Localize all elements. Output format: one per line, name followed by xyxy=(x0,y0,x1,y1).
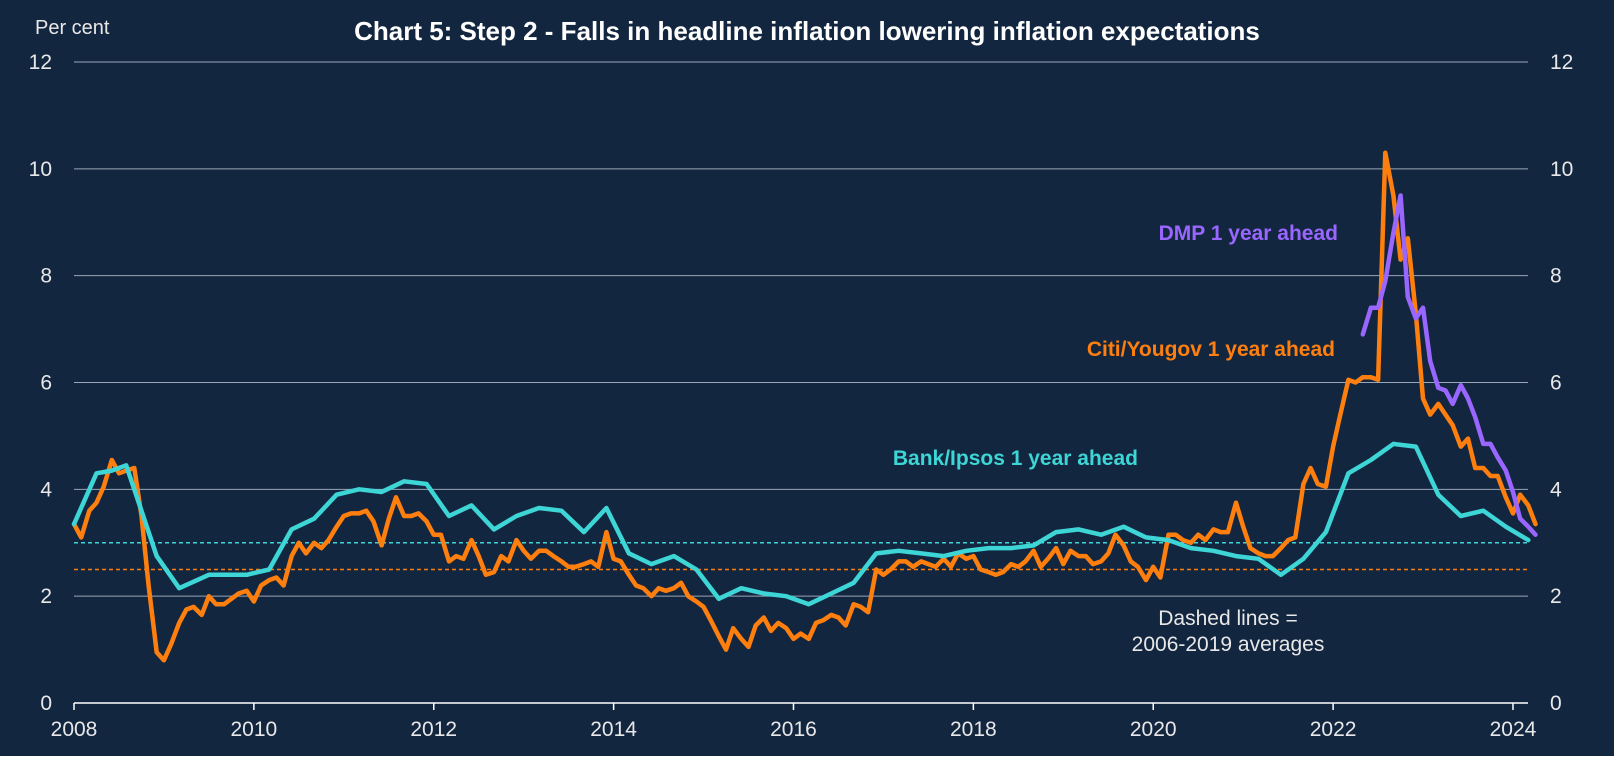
ipsos-series-label: Bank/Ipsos 1 year ahead xyxy=(893,447,1138,470)
x-tick-2024: 2024 xyxy=(1490,718,1537,741)
y-tick-left-2: 2 xyxy=(40,585,52,608)
dmp-series-label: DMP 1 year ahead xyxy=(1159,222,1338,245)
y-tick-right-8: 8 xyxy=(1550,265,1562,288)
series-lines xyxy=(71,150,1538,663)
y-tick-right-4: 4 xyxy=(1550,478,1562,501)
x-tick-2016: 2016 xyxy=(770,718,817,741)
x-tick-2018: 2018 xyxy=(950,718,997,741)
series-line-citi-yougov-1-year-ahead xyxy=(71,150,1538,663)
x-tick-2022: 2022 xyxy=(1310,718,1357,741)
y-tick-right-10: 10 xyxy=(1550,158,1573,181)
y-tick-left-12: 12 xyxy=(29,51,52,74)
y-tick-left-4: 4 xyxy=(40,478,52,501)
x-tick-2012: 2012 xyxy=(410,718,457,741)
tick-labels: 0 0 2 2 4 4 6 6 8 8 10 10 12 12 2008 2010 2012 2014 2016 20… xyxy=(29,51,1574,741)
series-line-bank-ipsos-1-year-ahead xyxy=(71,441,1531,607)
x-tick-2020: 2020 xyxy=(1130,718,1177,741)
x-tick-2008: 2008 xyxy=(51,718,98,741)
x-tick-2010: 2010 xyxy=(231,718,278,741)
series-line-dmp-1-year-ahead xyxy=(1360,193,1538,537)
y-tick-left-8: 8 xyxy=(40,265,52,288)
y-tick-right-6: 6 xyxy=(1550,372,1562,395)
dashed-lines-note-line2: 2006-2019 averages xyxy=(1132,633,1325,656)
y-tick-right-0: 0 xyxy=(1550,692,1562,715)
y-tick-left-6: 6 xyxy=(40,372,52,395)
y-tick-right-12: 12 xyxy=(1550,51,1573,74)
chart-title: Chart 5: Step 2 - Falls in headline infl… xyxy=(354,16,1260,46)
y-tick-right-2: 2 xyxy=(1550,585,1562,608)
citi-series-label: Citi/Yougov 1 year ahead xyxy=(1087,338,1335,361)
x-tick-2014: 2014 xyxy=(590,718,637,741)
dashed-lines-note-line1: Dashed lines = xyxy=(1158,607,1298,630)
y-axis-units-label: Per cent xyxy=(35,17,110,39)
y-tick-left-10: 10 xyxy=(29,158,52,181)
y-tick-left-0: 0 xyxy=(40,692,52,715)
grid-lines xyxy=(73,61,1528,710)
